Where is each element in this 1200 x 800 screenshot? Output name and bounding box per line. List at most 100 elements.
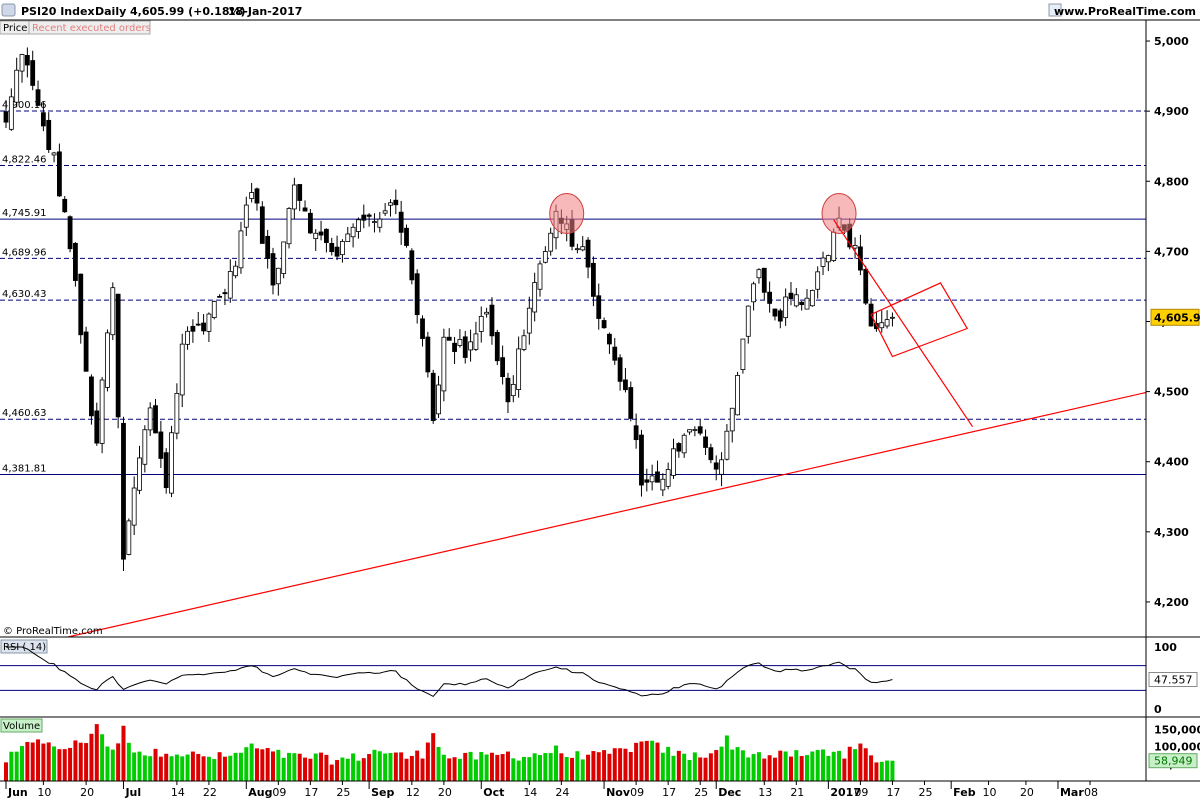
candle-body: [361, 214, 367, 221]
volume-bar: [206, 756, 211, 781]
volume-title-box[interactable]: [0, 718, 43, 733]
candle-body: [356, 219, 361, 232]
volume-bar: [238, 752, 243, 781]
site-url[interactable]: www.ProRealTime.com: [1054, 5, 1196, 18]
price-axis: 4,2004,3004,4004,5004,6004,7004,8004,900…: [1146, 35, 1200, 609]
volume-bar: [52, 746, 57, 781]
candle-body: [302, 207, 308, 212]
candle-body: [270, 253, 276, 286]
volume-bar: [148, 756, 153, 781]
candle-body: [297, 184, 303, 201]
x-tick-label: 09: [272, 786, 286, 799]
candle-body: [30, 60, 36, 86]
candle-body: [494, 331, 500, 362]
volume-bar: [367, 754, 372, 781]
volume-bar: [174, 754, 179, 781]
candle-body: [201, 322, 206, 332]
volume-bar: [452, 757, 457, 781]
volume-bar: [794, 750, 799, 781]
volume-bar: [788, 756, 793, 781]
candle-body: [852, 245, 858, 249]
candle-body: [105, 332, 110, 388]
price-panel: 4,900.16 4,822.46 4,745.91 4,689.96 4,630.43…: [0, 35, 1200, 637]
candle-body: [687, 429, 692, 433]
candle-body: [334, 246, 340, 257]
volume-bar: [313, 753, 318, 781]
level-label: 4,745.91: [2, 208, 47, 219]
volume-bar: [164, 753, 169, 781]
price-tick-label: 4,800: [1154, 175, 1189, 188]
instrument-name[interactable]: PSI20 Index: [21, 5, 95, 18]
volume-bar: [479, 751, 484, 781]
watermark: © ProRealTime.com: [3, 626, 103, 637]
x-tick-label: 2017: [830, 786, 861, 799]
candle-body: [366, 214, 372, 217]
tab-recent-orders[interactable]: [28, 20, 151, 35]
x-tick-label: 13: [758, 786, 772, 799]
candle-body: [692, 429, 698, 431]
candle-body: [382, 210, 388, 214]
candle-body: [249, 192, 255, 199]
candle-body: [457, 339, 463, 346]
volume-bar: [78, 742, 83, 781]
volume-bar: [655, 742, 660, 781]
volume-bar: [505, 751, 510, 781]
candle-body: [222, 292, 228, 295]
rsi-value-label: 47.557: [1154, 674, 1193, 687]
price-tick-label: 5,000: [1154, 35, 1189, 48]
candle-body: [537, 263, 543, 290]
candle-body: [35, 89, 41, 106]
price-annotations: [65, 193, 1146, 637]
rsi-title-box[interactable]: [0, 639, 48, 654]
volume-bar: [158, 756, 163, 781]
volume-bar: [570, 757, 575, 781]
volume-bar: [543, 752, 548, 781]
candle-body: [110, 287, 116, 336]
volume-bar: [84, 743, 89, 781]
candle-body: [46, 119, 52, 150]
volume-bar: [527, 757, 532, 781]
volume-bar: [393, 752, 398, 781]
candle-body: [831, 231, 837, 262]
volume-bar: [548, 753, 553, 781]
price-tick-label: 4,500: [1154, 386, 1189, 399]
candle-body: [671, 448, 676, 476]
volume-bar: [607, 753, 612, 781]
level-label: 4,381.81: [2, 463, 47, 474]
volume-bar: [885, 760, 890, 781]
volume-bar: [351, 753, 356, 781]
candle-body: [94, 410, 100, 444]
instrument-icon[interactable]: [1, 3, 16, 17]
volume-bar: [682, 753, 687, 781]
x-tick-label: 25: [336, 786, 350, 799]
volume-bar: [110, 749, 115, 781]
volume-bar: [692, 752, 697, 781]
volume-bar: [292, 753, 297, 781]
candle-body: [719, 459, 724, 475]
candle-body: [24, 55, 30, 66]
x-tick-label: 09: [630, 786, 644, 799]
candle-body: [660, 478, 666, 491]
candle-body: [542, 251, 548, 263]
candle-body: [740, 338, 746, 370]
volume-bar: [137, 751, 142, 781]
volume-bar: [772, 757, 777, 781]
volume-bar: [511, 758, 516, 781]
candle-body: [655, 471, 660, 483]
volume-bar: [217, 752, 222, 781]
tab-price-label: Price: [3, 23, 27, 34]
target-projection-line: [833, 219, 974, 427]
candle-body: [377, 218, 383, 228]
candle-body: [713, 462, 719, 470]
candle-body: [8, 96, 14, 130]
volume-bar: [345, 758, 350, 781]
volume-bar: [41, 743, 46, 781]
candle-body: [858, 246, 863, 271]
candle-body: [345, 233, 351, 242]
volume-bar: [837, 750, 842, 781]
rsi-tick-label: 100: [1154, 641, 1177, 654]
candle-body: [153, 405, 158, 434]
volume-bar: [676, 750, 681, 781]
